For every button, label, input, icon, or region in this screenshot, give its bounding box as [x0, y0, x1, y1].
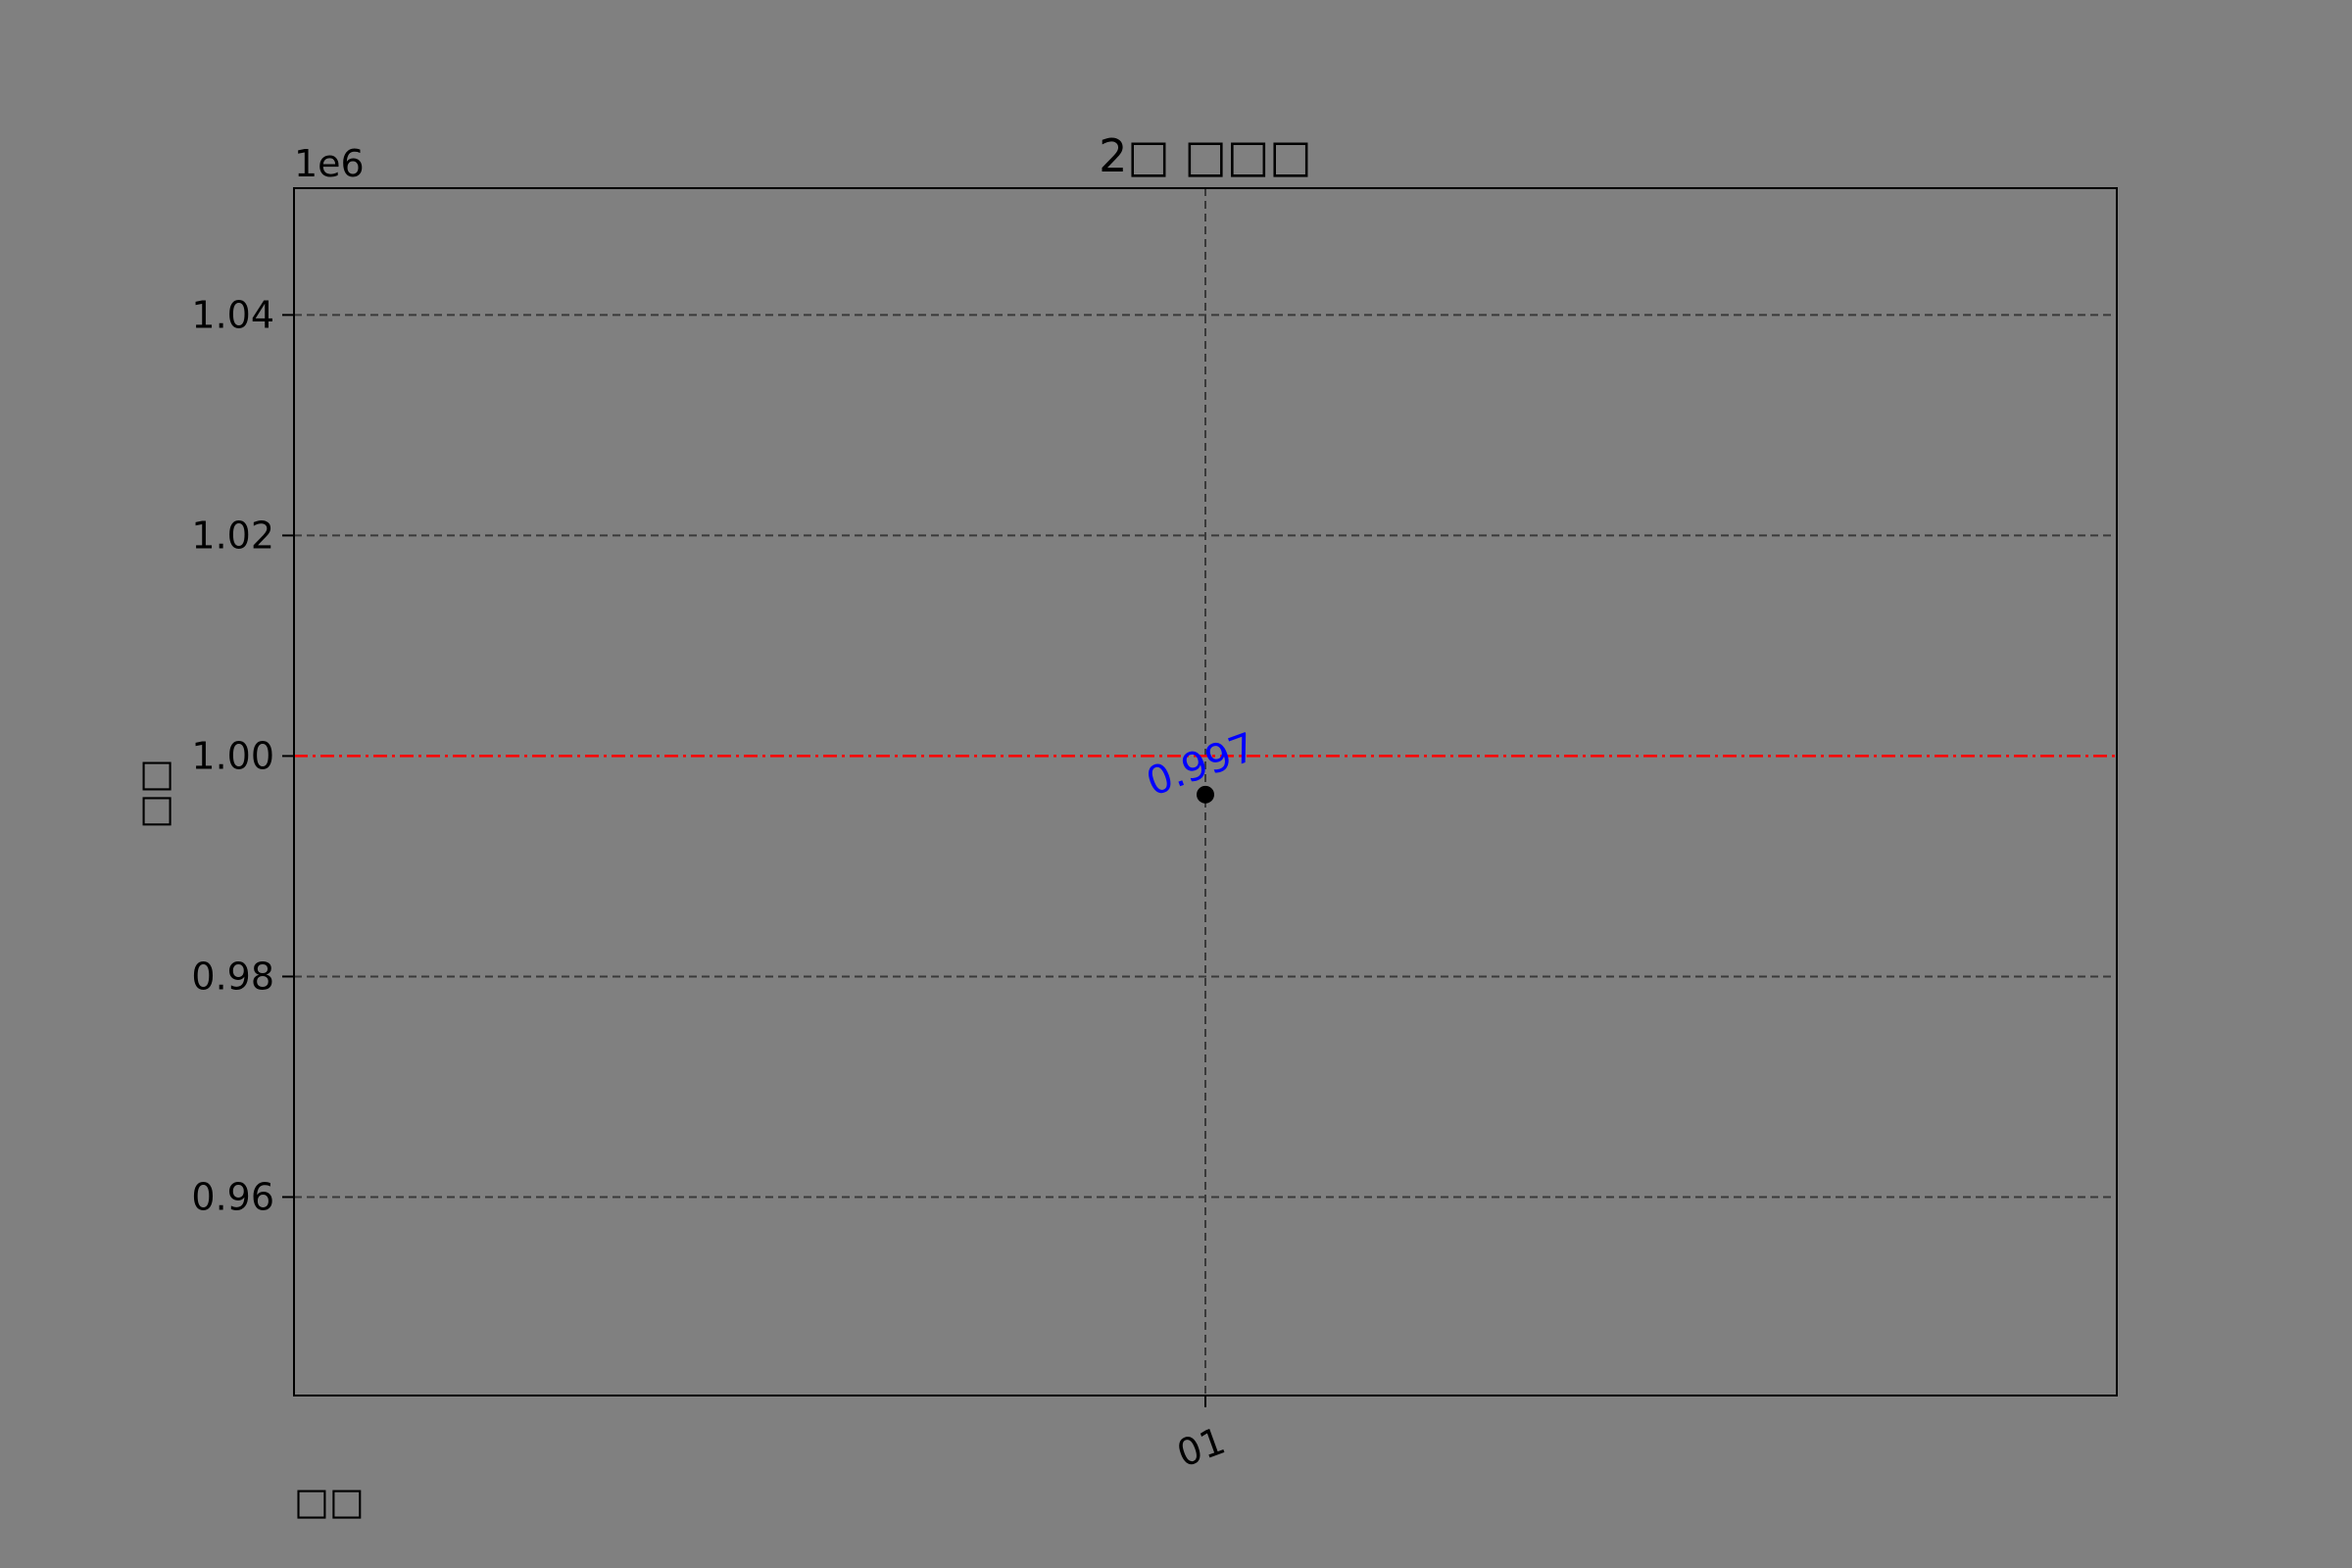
chart-title: 2□ □□□ [1099, 129, 1312, 182]
data-point [1197, 785, 1214, 804]
y-axis-label: □□ [132, 759, 175, 829]
y-tick-label: 0.98 [191, 955, 274, 998]
y-tick-label: 1.00 [191, 734, 274, 777]
y-axis-offset-label: 1e6 [294, 142, 365, 185]
y-tick-label: 0.96 [191, 1175, 274, 1218]
y-tick-label: 1.02 [191, 514, 274, 557]
x-axis-label: □□ [294, 1480, 365, 1523]
y-tick-label: 1.04 [191, 293, 274, 336]
y-axis-ticks: 0.96 0.98 1.00 1.02 1.04 [191, 293, 294, 1218]
